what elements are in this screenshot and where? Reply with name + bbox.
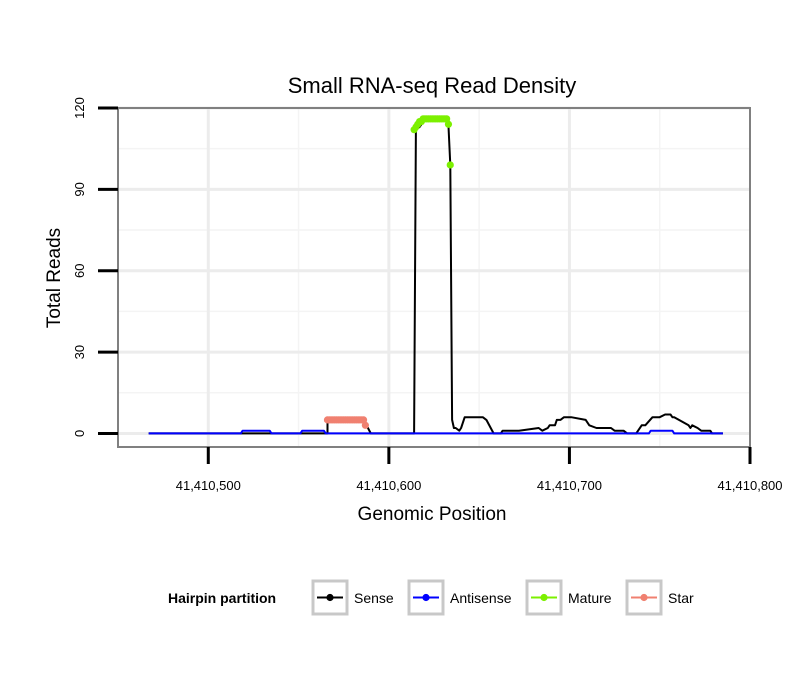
legend-item-sense: Sense (311, 579, 394, 616)
series-line-antisense (148, 429, 723, 435)
chart-title: Small RNA-seq Read Density (288, 73, 577, 98)
legend-item-star: Star (625, 579, 694, 616)
series-antisense (148, 429, 723, 435)
legend-item-antisense: Antisense (407, 579, 512, 616)
data-point-star (359, 416, 368, 424)
legend-item-mature: Mature (525, 579, 612, 616)
legend-label: Sense (354, 590, 394, 606)
series-layer (148, 115, 723, 435)
legend-label: Antisense (450, 590, 512, 606)
axes: 41,410,500 41,410,600 41,410,700 41,410,800… (72, 97, 783, 493)
series-star (323, 416, 369, 429)
legend-key-point (540, 593, 548, 602)
y-tick-label: 0 (72, 430, 87, 437)
x-axis-title: Genomic Position (358, 504, 507, 525)
x-tick-label: 41,410,800 (717, 478, 782, 493)
legend-key-point (422, 593, 430, 602)
plot-background (118, 108, 750, 447)
data-point-mature (443, 115, 451, 123)
legend-key-point (326, 593, 334, 602)
data-point-star (361, 421, 369, 429)
legend-items: Sense Antisense Mature Star (311, 579, 694, 616)
legend-label: Mature (568, 590, 612, 606)
y-tick-label: 90 (72, 182, 87, 196)
data-point-mature (446, 161, 454, 169)
y-tick-label: 30 (72, 345, 87, 359)
plot-border (117, 107, 751, 448)
y-axis-title: Total Reads (44, 228, 65, 328)
legend-title: Hairpin partition (168, 590, 276, 606)
data-point-mature (444, 120, 453, 128)
legend-key-point (640, 593, 648, 602)
x-tick-label: 41,410,600 (356, 478, 421, 493)
plot-panel (118, 108, 750, 447)
legend: Hairpin partition Sense Antisense Mature St… (168, 579, 694, 616)
x-tick-label: 41,410,500 (176, 478, 241, 493)
legend-label: Star (668, 590, 694, 606)
y-tick-label: 60 (72, 263, 87, 277)
y-tick-label: 120 (72, 97, 87, 119)
x-tick-label: 41,410,700 (537, 478, 602, 493)
series-mature (410, 115, 454, 169)
